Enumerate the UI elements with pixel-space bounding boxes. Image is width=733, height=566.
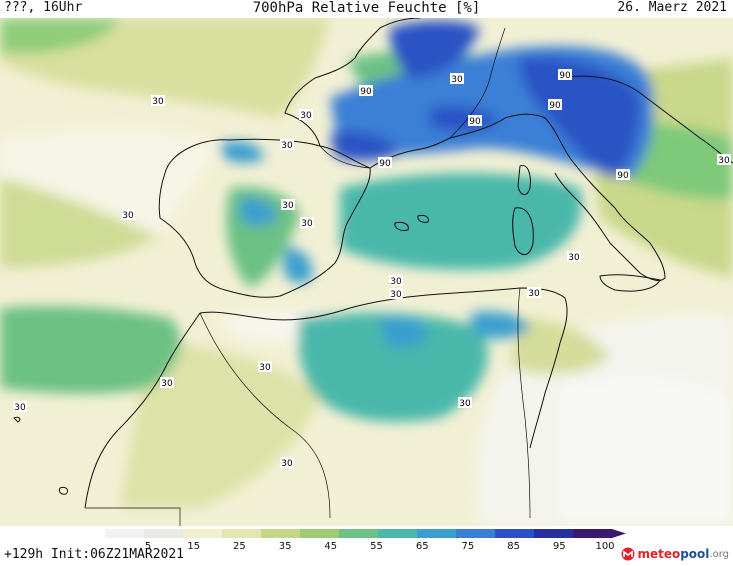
logo-text-pool: pool [680,547,710,561]
contour-label: 30 [717,154,731,166]
contour-label: 30 [567,251,581,263]
contour-label: 90 [500,128,514,140]
contour-label: 90 [558,69,572,81]
meteopool-logo[interactable]: meteo pool .org [621,545,729,563]
colorbar-tick-label: 45 [324,541,337,552]
colorbar-tick-label: 75 [462,541,475,552]
model-run-info: +129h Init:06Z21MAR2021 [4,547,185,562]
colorbar-ticks: 5 15 25 35 45 55 65 75 85 95 100 [145,541,615,552]
svg-text:30: 30 [14,403,26,413]
svg-text:30: 30 [568,253,580,263]
contour-label: 90 [378,157,392,169]
humidity-map: 30 30 30 30 30 30 30 30 30 30 30 30 30 3… [0,18,733,526]
contour-label: 30 [160,377,174,389]
contour-label: 30 [13,401,27,413]
colorbar-swatch [534,529,574,538]
colorbar-tick-label: 5 [145,541,151,552]
contour-label: 30 [450,73,464,85]
svg-text:90: 90 [379,159,391,169]
colorbar-swatch [222,529,262,538]
colorbar-tick-label: 85 [507,541,520,552]
svg-text:90: 90 [469,117,481,127]
svg-text:90: 90 [549,101,561,111]
colorbar-swatch [300,529,340,538]
svg-text:30: 30 [259,363,271,373]
svg-text:30: 30 [528,289,540,299]
colorbar-tick-label: 15 [187,541,200,552]
contour-label: 30 [389,275,403,287]
coastlines [13,18,733,526]
colorbar-tick-label: 65 [416,541,429,552]
contour-label: 30 [121,209,135,221]
colorbar-arrow [612,529,626,538]
colorbar-swatch [183,529,223,538]
svg-text:90: 90 [617,171,629,181]
svg-text:30: 30 [281,141,293,151]
colorbar-tick-label: 100 [595,541,614,552]
svg-text:30: 30 [282,201,294,211]
colorbar-swatch [339,529,379,538]
logo-icon [621,547,635,561]
logo-text-meteo: meteo [637,547,681,561]
colorbar-swatch [456,529,496,538]
contour-label: 30 [299,109,313,121]
contour-label: 30 [258,361,272,373]
svg-text:30: 30 [718,156,730,166]
svg-text:30: 30 [281,459,293,469]
contour-label: 90 [359,85,373,97]
contour-labels: 30 30 30 30 30 30 30 30 30 30 30 30 30 3… [13,69,731,469]
contour-label: 30 [280,139,294,151]
forecast-day-label: ???, 16Uhr [4,0,83,15]
contour-label: 30 [458,397,472,409]
contour-label: 30 [389,288,403,300]
colorbar-tick-label: 55 [370,541,383,552]
contour-label: 90 [548,99,562,111]
forecast-date: 26. Maerz 2021 [617,0,727,15]
colorbar-swatch [378,529,418,538]
svg-text:30: 30 [122,211,134,221]
logo-text-org: .org [709,548,729,560]
contour-label: 30 [300,217,314,229]
colorbar: 5 15 25 35 45 55 65 75 85 95 100 [105,529,626,552]
colorbar-swatch [261,529,301,538]
svg-text:30: 30 [152,97,164,107]
contour-label: 90 [468,115,482,127]
svg-text:30: 30 [390,277,402,287]
contour-label: 30 [151,95,165,107]
colorbar-tick-label: 95 [553,541,566,552]
contour-label: 30 [280,457,294,469]
svg-text:30: 30 [459,399,471,409]
colorbar-tick-label: 25 [233,541,246,552]
contour-label: 30 [527,287,541,299]
colorbar-swatch [144,529,184,538]
colorbar-swatches [105,529,626,538]
contour-label: 90 [616,169,630,181]
colorbar-swatch [417,529,457,538]
colorbar-tick-label: 35 [279,541,292,552]
colorbar-swatch [105,529,145,538]
svg-text:90: 90 [559,71,571,81]
svg-text:90: 90 [360,87,372,97]
svg-text:30: 30 [161,379,173,389]
colorbar-swatch [495,529,535,538]
svg-text:30: 30 [390,290,402,300]
svg-text:30: 30 [451,75,463,85]
svg-text:30: 30 [300,111,312,121]
svg-text:30: 30 [301,219,313,229]
colorbar-swatch [573,529,613,538]
contour-label: 30 [281,199,295,211]
map-title: 700hPa Relative Feuchte [%] [252,0,481,16]
